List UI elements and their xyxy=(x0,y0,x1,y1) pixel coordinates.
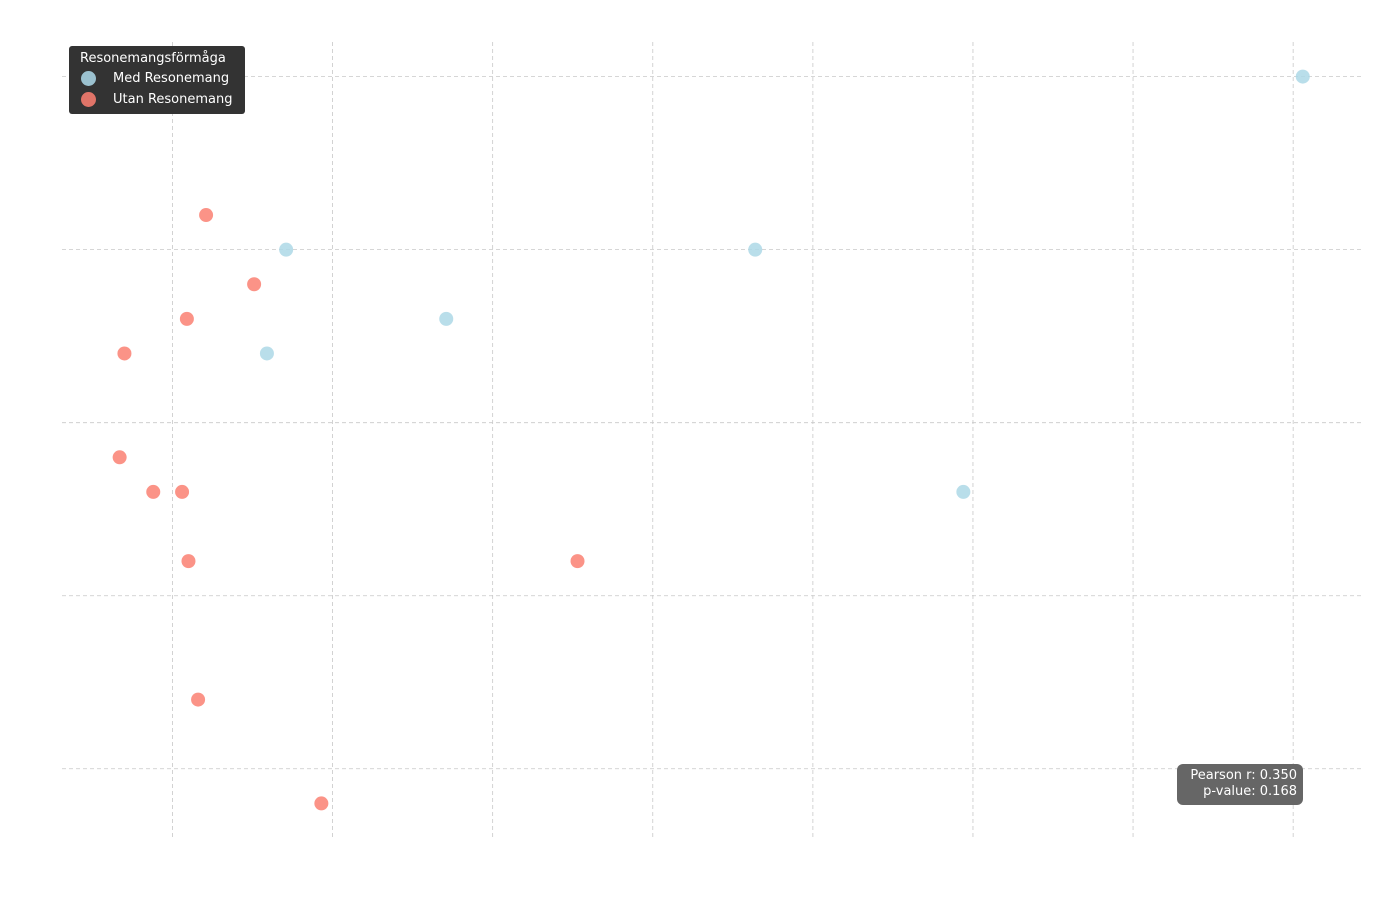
point-utan-resonemang xyxy=(181,554,196,569)
point-med-resonemang xyxy=(439,311,454,326)
legend-item-med: Med Resonemang xyxy=(80,68,245,89)
stats-annotation: Pearson r: 0.350 p-value: 0.168 xyxy=(1177,764,1303,805)
pearson-r: Pearson r: 0.350 xyxy=(1190,768,1297,783)
point-med-resonemang xyxy=(259,346,274,361)
point-utan-resonemang xyxy=(175,484,190,499)
legend-label-med: Med Resonemang xyxy=(113,71,230,86)
point-utan-resonemang xyxy=(199,208,214,223)
legend-title: Resonemangsförmåga xyxy=(80,51,226,66)
point-utan-resonemang xyxy=(146,484,161,499)
point-med-resonemang xyxy=(748,242,763,257)
point-utan-resonemang xyxy=(570,554,585,569)
point-utan-resonemang xyxy=(314,796,329,811)
legend-marker-med xyxy=(81,71,96,86)
point-utan-resonemang xyxy=(112,450,127,465)
point-utan-resonemang xyxy=(247,277,262,292)
legend-marker-utan xyxy=(81,92,96,107)
legend-item-utan: Utan Resonemang xyxy=(80,89,245,110)
legend-label-utan: Utan Resonemang xyxy=(113,92,233,107)
point-utan-resonemang xyxy=(179,311,194,326)
point-med-resonemang xyxy=(956,484,971,499)
legend: Resonemangsförmåga Med Resonemang Utan R… xyxy=(69,46,245,114)
point-utan-resonemang xyxy=(117,346,132,361)
point-med-resonemang xyxy=(1295,69,1310,84)
point-med-resonemang xyxy=(279,242,294,257)
p-value: p-value: 0.168 xyxy=(1203,784,1297,799)
point-utan-resonemang xyxy=(191,692,206,707)
